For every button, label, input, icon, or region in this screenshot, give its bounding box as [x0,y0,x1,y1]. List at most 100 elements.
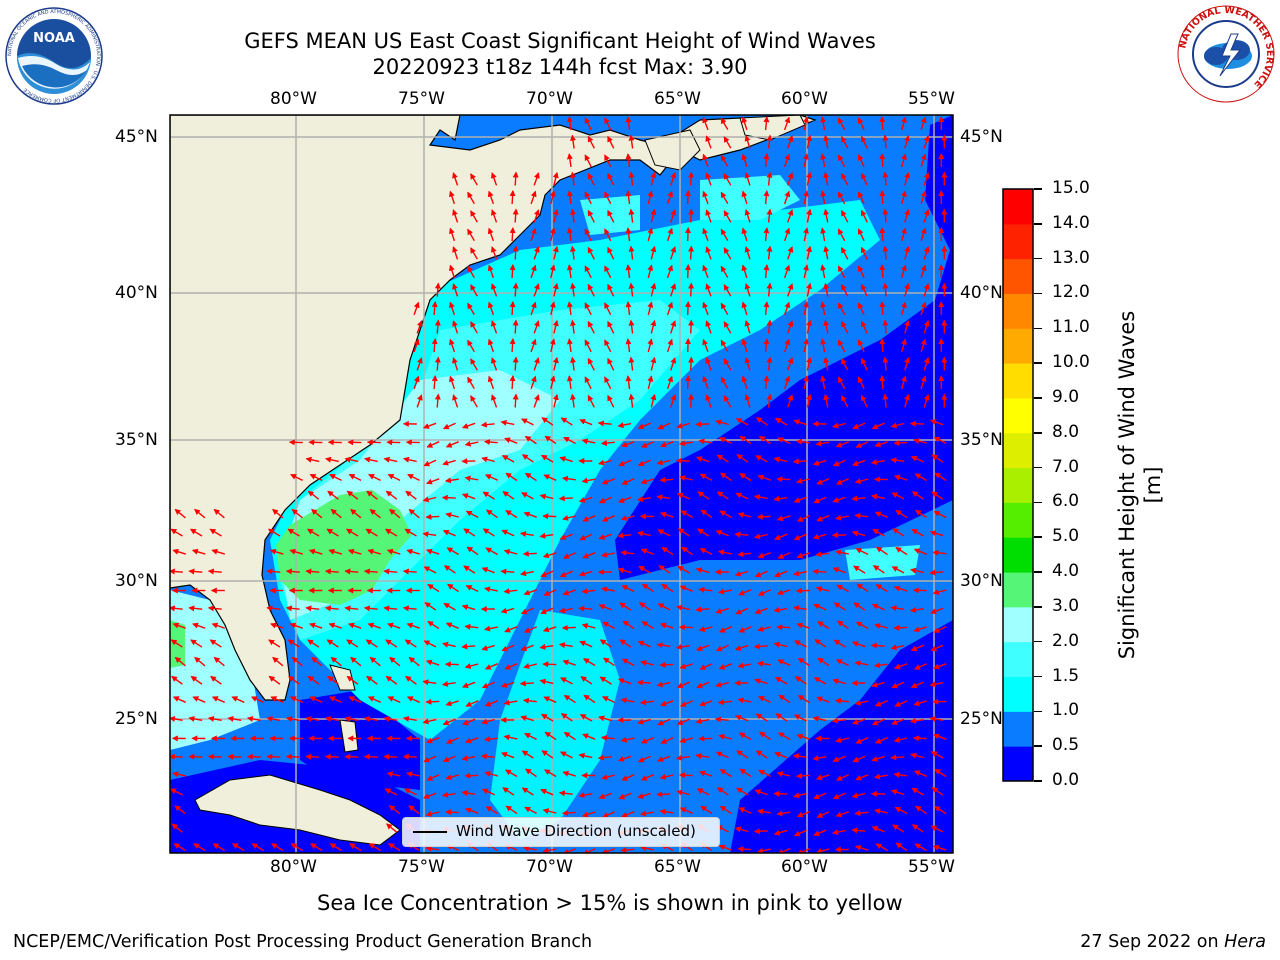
wave-direction-arrow [291,508,303,519]
wave-direction-arrow [705,172,712,186]
wave-direction-arrow [813,676,827,685]
wave-direction-arrow [402,753,417,760]
wave-direction-arrow [549,190,556,205]
wave-direction-arrow [794,714,807,722]
ocean-1p5-2m-north [580,175,800,235]
wave-direction-arrow [796,515,810,522]
wave-direction-arrow [628,134,635,149]
colorbar-tick-mark [1034,501,1042,504]
wave-direction-arrow [676,492,690,500]
wave-direction-arrow [533,357,540,371]
wave-direction-arrow [909,717,924,724]
colorbar-tick-label: 4.0 [1052,561,1080,582]
wave-direction-arrow [604,302,612,316]
wave-direction-arrow [484,625,498,632]
wave-direction-arrow [552,356,559,371]
wave-direction-arrow [563,436,576,445]
wave-direction-arrow [705,320,712,334]
wave-direction-arrow [702,116,709,131]
wave-direction-arrow [512,245,519,260]
wave-direction-arrow [923,209,930,223]
wave-direction-arrow [289,696,303,703]
wave-direction-arrow [882,134,889,149]
wave-direction-arrow [452,209,459,223]
wave-direction-arrow [621,774,635,781]
wave-direction-arrow [452,172,459,186]
wave-direction-arrow [650,319,657,334]
wave-direction-arrow [584,117,592,131]
wave-direction-arrow [720,117,729,131]
wave-direction-arrow [803,338,809,353]
wave-direction-arrow [911,491,924,500]
wave-direction-arrow [679,700,693,707]
wave-direction-arrow [566,190,573,205]
wave-direction-arrow [637,422,651,430]
wave-direction-arrow [521,492,534,500]
wave-direction-arrow [426,478,440,485]
wave-direction-arrow [406,696,420,703]
wave-direction-arrow [670,209,677,223]
wave-direction-arrow [699,700,713,707]
wave-direction-arrow [803,190,809,205]
wave-direction-arrow [904,356,910,371]
wave-direction-arrow [744,394,751,408]
wave-direction-arrow [797,657,810,667]
wave-direction-arrow [625,338,632,353]
wave-direction-arrow [840,246,849,260]
colorbar-tick-label: 11.0 [1052,317,1090,338]
wave-direction-arrow [758,731,771,741]
wave-direction-arrow [823,319,830,334]
wave-direction-arrow [816,478,830,485]
wave-direction-arrow [774,751,788,759]
wave-direction-arrow [688,245,695,260]
wave-direction-arrow [211,622,225,629]
wave-direction-arrow [891,492,905,500]
colorbar-tick-mark [1034,432,1042,434]
wave-direction-arrow [738,589,752,596]
wave-direction-arrow [502,491,515,500]
wave-direction-arrow [735,492,749,500]
wave-direction-arrow [741,301,748,316]
wave-direction-arrow [904,171,910,186]
lat-label-left-45n: 45°N [115,127,158,147]
wave-direction-arrow [719,472,732,482]
wave-direction-arrow [266,753,281,760]
wave-direction-arrow [481,681,495,689]
wave-direction-arrow [815,774,830,781]
wave-direction-arrow [522,697,537,704]
wave-direction-arrow [552,171,559,186]
colorbar-tick-label: 0.0 [1052,770,1080,790]
wave-direction-arrow [621,658,635,667]
wave-direction-arrow [695,753,710,759]
wave-direction-arrow [744,246,751,260]
wave-direction-arrow [705,283,712,297]
wave-direction-arrow [207,715,222,722]
lon-label-bottom-65w: 65°W [654,857,701,877]
wave-direction-arrow [431,375,438,390]
wave-direction-arrow [933,436,947,445]
wave-direction-arrow [540,454,554,463]
wave-direction-arrow [670,283,677,297]
colorbar-label: Significant Height of Wind Waves [m] [1115,310,1165,660]
wave-direction-arrow [696,644,710,651]
wave-direction-arrow [566,153,573,168]
wave-direction-arrow [446,583,459,593]
wave-direction-arrow [677,565,690,574]
colorbar-segment [1003,537,1033,573]
wave-direction-arrow [625,301,632,316]
lon-label-top-55w: 55°W [908,89,955,109]
lon-label-top-60w: 60°W [781,89,828,109]
wave-direction-arrow [656,791,671,798]
wave-direction-arrow [776,624,791,631]
wave-direction-arrow [637,640,651,648]
wave-direction-arrow [543,696,557,703]
wave-direction-arrow [620,697,635,704]
wave-direction-arrow [698,586,713,593]
wave-direction-arrow [640,737,654,744]
wave-direction-arrow [566,227,573,242]
wave-direction-arrow [452,357,459,371]
colorbar-tick-mark [1034,397,1042,399]
wave-direction-arrow [524,732,537,741]
wave-direction-arrow [579,418,593,426]
wave-direction-arrow [365,639,378,648]
